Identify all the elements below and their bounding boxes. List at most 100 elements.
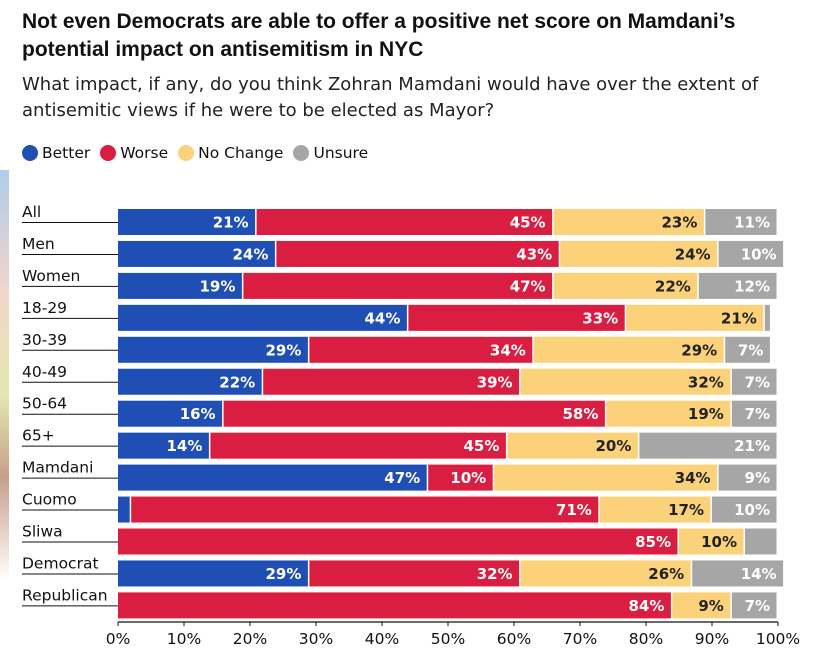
x-tick-label-5: 50% — [431, 630, 465, 648]
x-tick-label-9: 90% — [695, 630, 729, 648]
bar-mamdani-no-change — [494, 464, 718, 491]
bar-republican-worse — [118, 592, 671, 619]
row-label-65: 65+ — [22, 427, 55, 445]
bar-30-39-better — [118, 336, 308, 363]
x-tick-label-10: 100% — [756, 630, 800, 648]
bar-label-women-worse: 47% — [510, 277, 546, 295]
bar-label-democrat-no-change: 26% — [648, 565, 684, 583]
bar-label-men-unsure: 10% — [741, 245, 777, 263]
bar-row-mamdani: Mamdani 47% 10% 34% 9% — [22, 459, 777, 491]
bar-label-65-no-change: 20% — [595, 437, 631, 455]
bar-men-unsure — [718, 240, 784, 267]
bar-label-50-64-no-change: 19% — [688, 405, 724, 423]
row-label-women: Women — [22, 267, 80, 285]
bar-label-40-49-no-change: 32% — [688, 373, 724, 391]
bar-label-50-64-worse: 58% — [562, 405, 598, 423]
bar-18-29-better — [118, 304, 407, 331]
bar-sliwa-no-change — [679, 528, 744, 555]
bar-sliwa-worse — [118, 528, 678, 555]
legend-label-better: Better — [42, 144, 91, 162]
bar-label-50-64-unsure: 7% — [745, 405, 770, 423]
bar-65-better — [118, 432, 209, 459]
x-tick-label-2: 20% — [233, 630, 267, 648]
row-label-all: All — [22, 203, 41, 221]
bar-label-65-better: 14% — [166, 437, 202, 455]
bar-50-64-unsure — [731, 400, 777, 427]
bar-label-democrat-better: 29% — [265, 565, 301, 583]
bar-sliwa-unsure — [745, 528, 777, 555]
bar-label-republican-no-change: 9% — [698, 597, 723, 615]
bar-40-49-better — [118, 368, 262, 395]
bar-cuomo-worse — [131, 496, 599, 523]
row-label-men: Men — [22, 235, 55, 253]
bar-label-men-worse: 43% — [516, 245, 552, 263]
bar-all-worse — [256, 209, 553, 235]
bar-label-women-unsure: 12% — [734, 277, 770, 295]
bar-mamdani-better — [118, 464, 427, 491]
row-label-30-39: 30-39 — [22, 331, 67, 349]
bar-row-women: Women 19% 47% 22% 12% — [22, 267, 777, 299]
bar-65-unsure — [639, 432, 777, 459]
chart-title: Not even Democrats are able to offer a p… — [22, 10, 736, 61]
bar-50-64-no-change — [606, 400, 731, 427]
bar-label-30-39-no-change: 29% — [681, 341, 717, 359]
bar-cuomo-better — [118, 496, 130, 523]
bar-label-all-better: 21% — [213, 214, 249, 232]
bar-label-65-unsure: 21% — [734, 437, 770, 455]
bar-label-republican-unsure: 7% — [745, 597, 770, 615]
bar-label-mamdani-better: 47% — [384, 469, 420, 487]
x-tick-label-7: 70% — [563, 630, 597, 648]
bar-cuomo-unsure — [712, 496, 777, 523]
bar-label-30-39-better: 29% — [265, 341, 301, 359]
bar-label-40-49-worse: 39% — [477, 373, 513, 391]
row-label-mamdani: Mamdani — [22, 459, 93, 477]
bar-row-all: All 21% 45% 23% 11% — [22, 203, 777, 235]
bar-label-women-no-change: 22% — [655, 277, 691, 295]
legend-swatch-unsure — [293, 145, 310, 161]
legend-item-no-change: No Change — [178, 144, 283, 162]
bar-all-unsure — [705, 209, 777, 235]
bar-row-cuomo: Cuomo 71% 17% 10% — [22, 491, 777, 523]
bar-30-39-unsure — [725, 336, 770, 363]
bar-label-all-worse: 45% — [510, 214, 546, 232]
x-tick-label-0: 0% — [106, 630, 131, 648]
bar-label-40-49-better: 22% — [219, 373, 255, 391]
x-tick-label-8: 80% — [629, 630, 663, 648]
bar-label-all-unsure: 11% — [734, 214, 770, 232]
legend-item-worse: Worse — [100, 144, 168, 162]
bar-40-49-unsure — [731, 368, 777, 395]
x-tick-label-6: 60% — [497, 630, 531, 648]
bar-row-democrat: Democrat 29% 32% 26% 14% — [22, 554, 784, 587]
bar-men-better — [118, 240, 275, 267]
bar-18-29-worse — [408, 304, 625, 331]
bar-republican-no-change — [672, 592, 731, 619]
row-label-cuomo: Cuomo — [22, 491, 77, 509]
chart-subtitle: What impact, if any, do you think Zohran… — [22, 74, 759, 121]
x-tick-label-4: 40% — [365, 630, 399, 648]
bar-women-no-change — [553, 272, 698, 299]
bar-women-unsure — [698, 272, 777, 299]
bar-50-64-better — [118, 400, 223, 427]
bar-label-18-29-better: 44% — [364, 309, 400, 327]
bar-row-republican: Republican 84% 9% 7% — [22, 586, 777, 619]
bar-all-better — [118, 209, 256, 235]
bar-label-30-39-unsure: 7% — [738, 341, 763, 359]
legend-label-worse: Worse — [120, 144, 169, 162]
bar-democrat-unsure — [692, 560, 784, 587]
bar-row-18-29: 18-29 44% 33% 21% — [22, 299, 770, 331]
bar-men-no-change — [560, 240, 718, 267]
bar-40-49-no-change — [520, 368, 731, 395]
bar-women-worse — [243, 272, 553, 299]
row-label-democrat: Democrat — [22, 554, 99, 572]
bar-30-39-worse — [309, 336, 533, 363]
bar-row-sliwa: Sliwa 85% 10% — [22, 523, 777, 555]
bar-label-50-64-better: 16% — [180, 405, 216, 423]
bar-label-30-39-worse: 34% — [490, 341, 526, 359]
legend: Better Worse No Change Unsure — [22, 141, 372, 165]
bar-label-mamdani-unsure: 9% — [745, 469, 770, 487]
bar-label-cuomo-no-change: 17% — [668, 501, 704, 519]
bar-label-18-29-no-change: 21% — [721, 309, 757, 327]
row-label-18-29: 18-29 — [22, 299, 67, 317]
legend-label-unsure: Unsure — [313, 144, 369, 162]
